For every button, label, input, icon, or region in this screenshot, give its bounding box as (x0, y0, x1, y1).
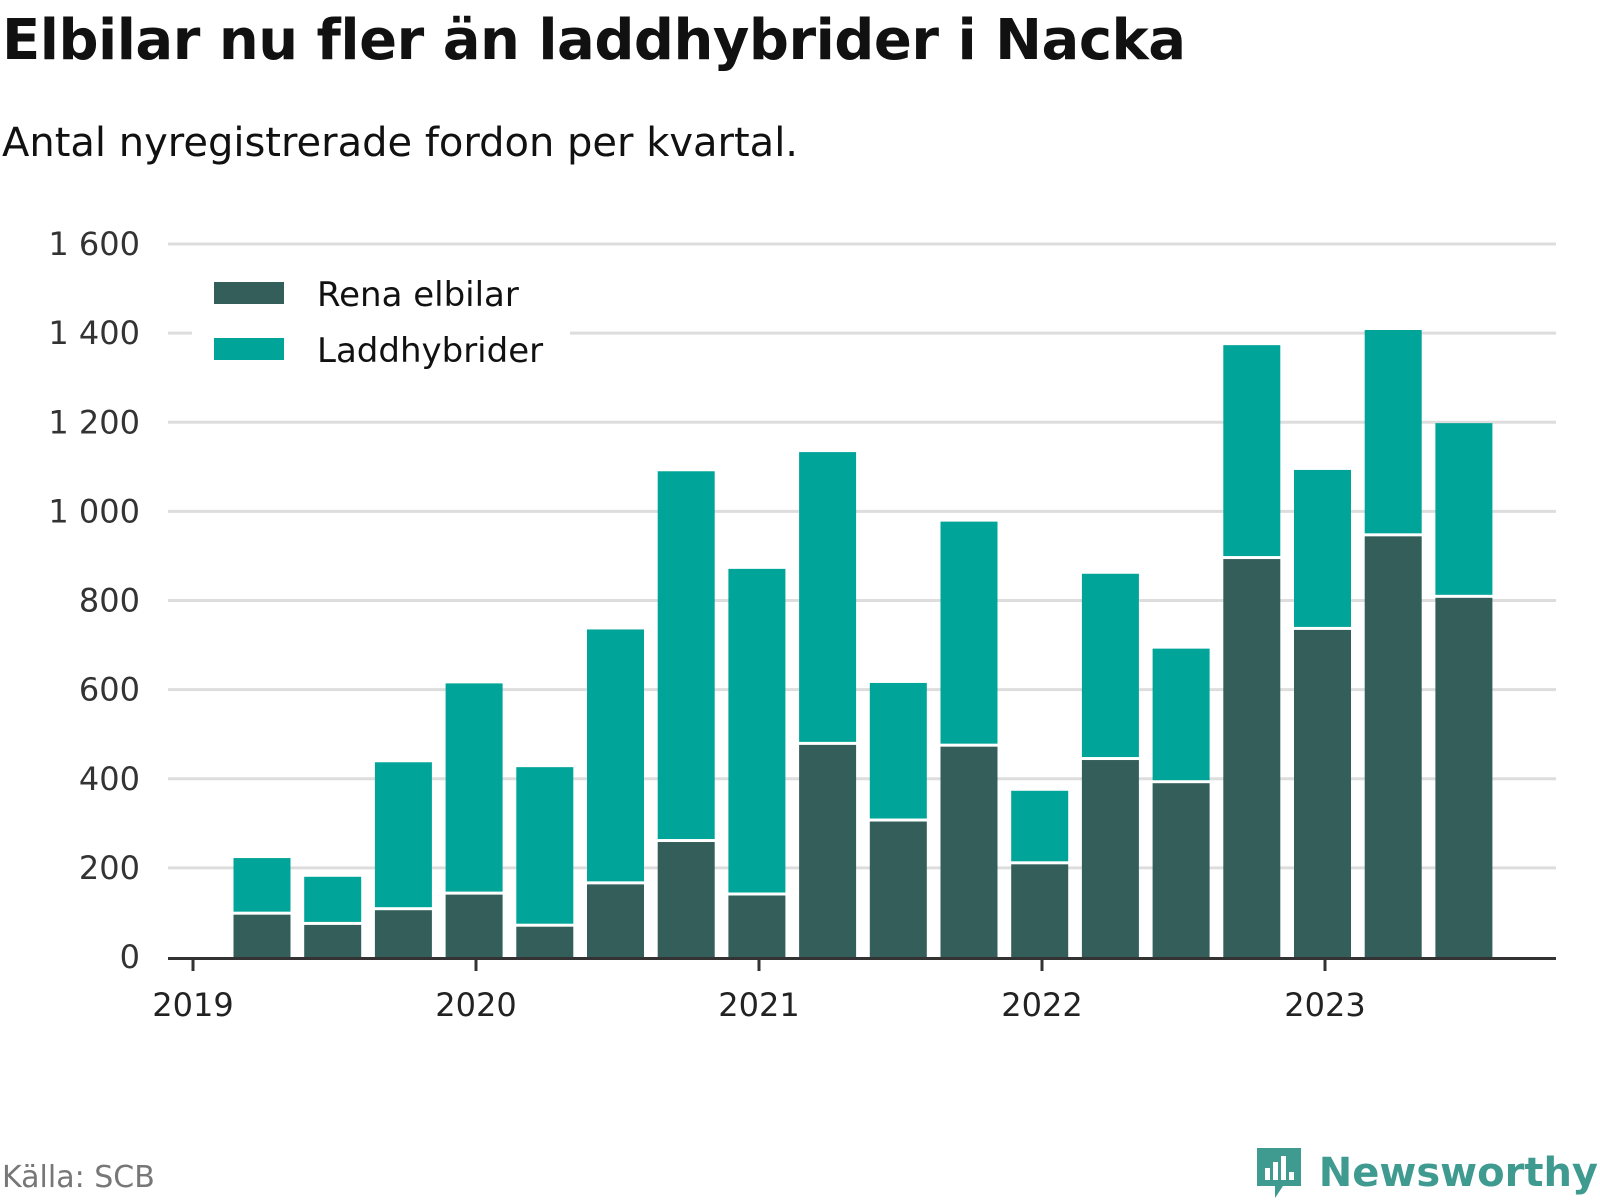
bar-rena-elbilar (1435, 597, 1493, 957)
y-tick-label: 400 (79, 760, 140, 798)
y-tick-label: 1 000 (48, 492, 140, 530)
bars (233, 330, 1493, 957)
bar-rena-elbilar (445, 894, 503, 957)
bar-laddhybrider (1011, 790, 1069, 862)
y-tick-label: 800 (79, 582, 140, 620)
legend-label-laddhybrider: Laddhybrider (317, 331, 543, 371)
bar-laddhybrider (304, 876, 362, 922)
bar-rena-elbilar (233, 914, 291, 957)
bar-rena-elbilar (304, 924, 362, 957)
bar-laddhybrider (1364, 330, 1422, 534)
y-tick-label: 1 600 (48, 225, 140, 263)
bar-laddhybrider (1152, 648, 1210, 781)
x-tick-label: 2020 (435, 986, 516, 1024)
bar-laddhybrider (1435, 423, 1493, 595)
x-tick-label: 2021 (718, 986, 799, 1024)
source-note: Källa: SCB (2, 1160, 155, 1195)
bar-laddhybrider (799, 452, 857, 742)
bar-rena-elbilar (940, 746, 998, 957)
y-tick-label: 1 400 (48, 314, 140, 352)
bar-rena-elbilar (587, 884, 644, 957)
bar-laddhybrider (1294, 469, 1351, 627)
bar-rena-elbilar (869, 821, 927, 957)
bar-rena-elbilar (657, 842, 715, 957)
bar-rena-elbilar (1364, 536, 1422, 957)
bar-laddhybrider (657, 471, 715, 840)
bar-laddhybrider (1081, 573, 1139, 758)
brand-logo: Newsworthy (1253, 1144, 1598, 1202)
legend: Rena elbilar Laddhybrider (192, 258, 570, 380)
legend-swatch-rena-elbilar (214, 282, 284, 304)
bar-laddhybrider (728, 568, 786, 893)
brand-name: Newsworthy (1318, 1150, 1598, 1196)
bar-rena-elbilar (728, 895, 786, 957)
newsworthy-logo-icon (1256, 1148, 1301, 1198)
legend-label-rena-elbilar: Rena elbilar (317, 275, 519, 315)
chart-subtitle: Antal nyregistrerade fordon per kvartal. (2, 120, 799, 166)
y-tick-label: 0 (120, 938, 140, 976)
x-tick-label: 2019 (152, 986, 233, 1024)
bar-rena-elbilar (1223, 559, 1281, 957)
legend-swatch-laddhybrider (214, 338, 284, 360)
bar-laddhybrider (516, 767, 574, 924)
y-tick-label: 200 (79, 849, 140, 887)
chart-title: Elbilar nu fler än laddhybrider i Nacka (2, 8, 1186, 73)
bar-laddhybrider (233, 858, 291, 912)
y-tick-label: 600 (79, 671, 140, 709)
bar-laddhybrider (1223, 345, 1281, 557)
bar-rena-elbilar (1152, 783, 1210, 957)
bar-rena-elbilar (799, 744, 857, 957)
x-tick-label: 2022 (1001, 986, 1082, 1024)
bar-laddhybrider (587, 629, 644, 882)
y-axis-ticks: 0 200 400 600 800 1 000 1 200 1 400 1 600 (48, 225, 140, 976)
bar-rena-elbilar (374, 910, 432, 957)
x-axis: 2019 2020 2021 2022 2023 (152, 957, 1556, 1024)
bar-rena-elbilar (1081, 760, 1139, 957)
bar-laddhybrider (445, 683, 503, 892)
bar-laddhybrider (374, 762, 432, 908)
y-tick-label: 1 200 (48, 403, 140, 441)
x-tick-label: 2023 (1284, 986, 1365, 1024)
bar-rena-elbilar (1294, 629, 1351, 957)
bar-rena-elbilar (1011, 864, 1069, 957)
bar-rena-elbilar (516, 926, 574, 957)
bar-laddhybrider (869, 682, 927, 819)
bar-laddhybrider (940, 521, 998, 744)
